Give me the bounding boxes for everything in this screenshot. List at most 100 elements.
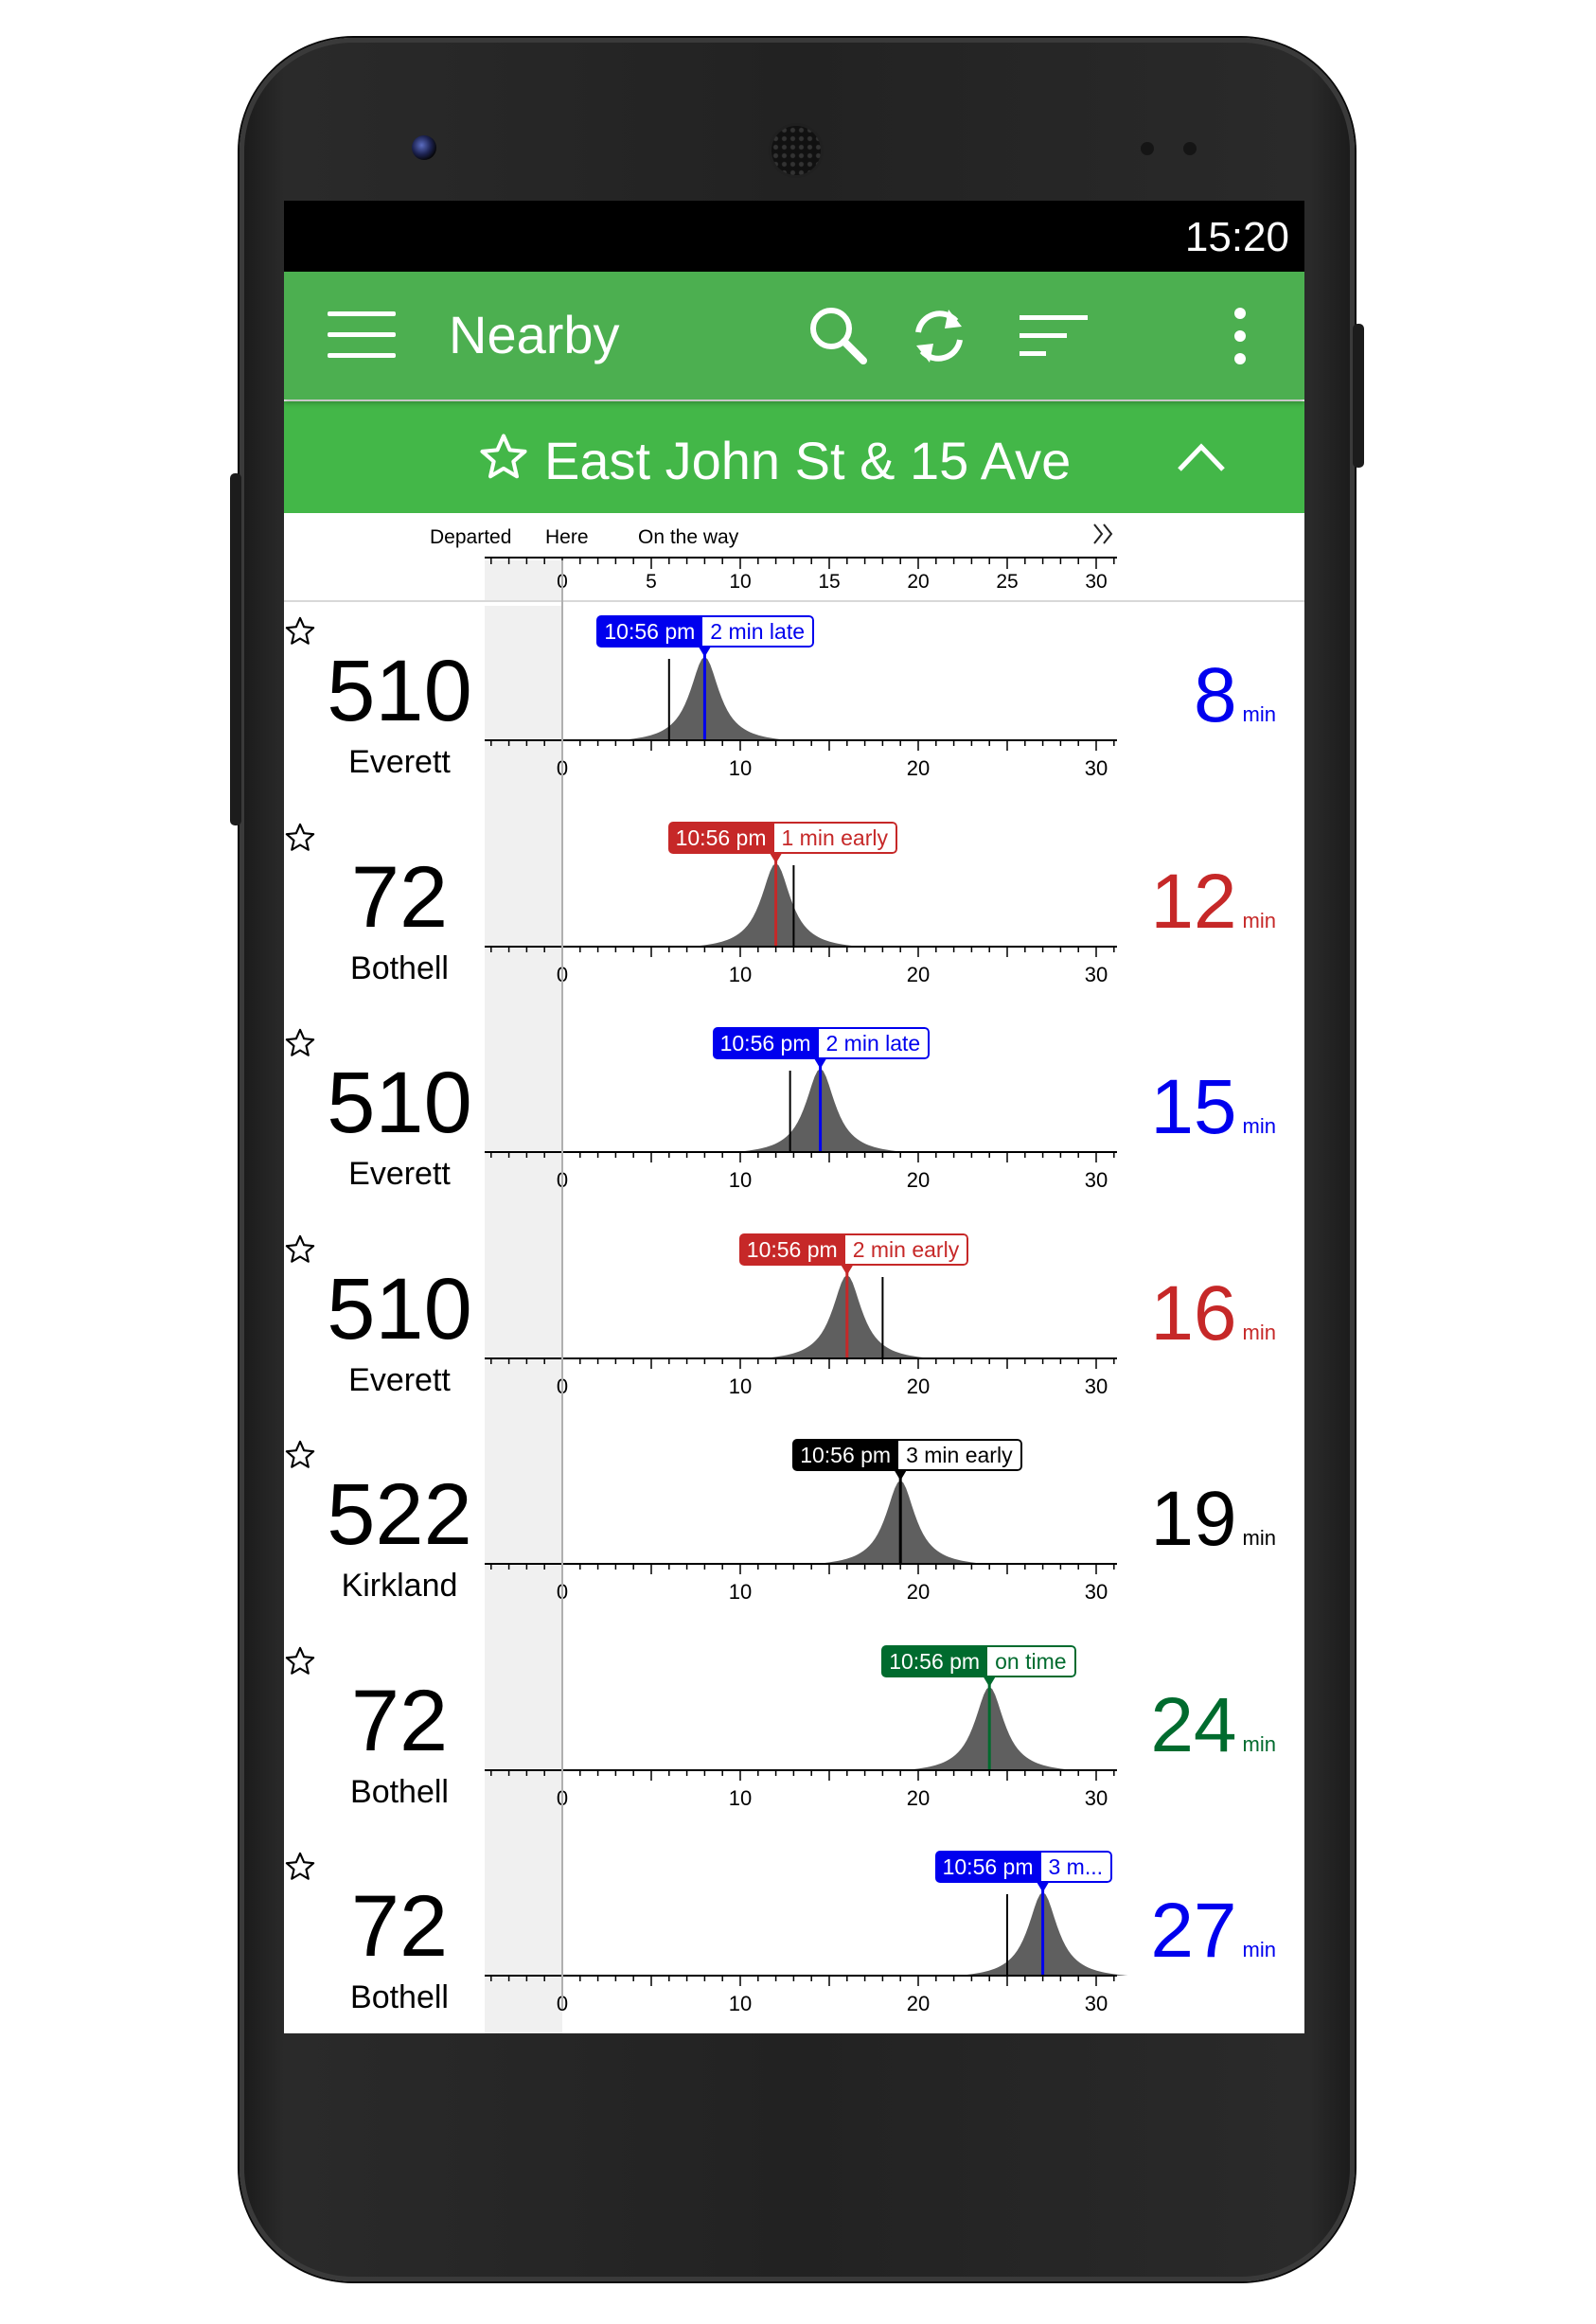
axis-tick-label: 30 <box>1085 571 1107 593</box>
star-outline-icon[interactable] <box>478 432 529 483</box>
route-destination: Bothell <box>350 1773 449 1810</box>
star-outline-icon[interactable] <box>284 1851 316 1883</box>
route-number: 510 <box>327 1055 472 1151</box>
star-outline-icon[interactable] <box>284 1645 316 1677</box>
stop-header[interactable]: East John St & 15 Ave <box>284 401 1304 513</box>
axis-tick-label: 20 <box>907 1580 930 1604</box>
eta: 16 min <box>1106 1274 1276 1353</box>
departed-zone <box>485 606 562 812</box>
menu-icon[interactable] <box>328 311 396 359</box>
axis-tick-label: 10 <box>729 1580 752 1604</box>
star-outline-icon[interactable] <box>284 615 316 648</box>
arrival-time-badge[interactable]: 10:56 pm 3 m... <box>934 1851 1113 1883</box>
departed-zone <box>485 811 562 1018</box>
arrival-time-badge[interactable]: 10:56 pm 2 min late <box>596 615 815 648</box>
route-destination: Everett <box>348 1361 451 1398</box>
axis-tick-label: 30 <box>1085 963 1108 986</box>
timeline-header: Departed Here On the way 051015202530 <box>284 513 1304 602</box>
refresh-icon[interactable] <box>903 300 975 372</box>
double-chevron-right-icon[interactable] <box>1091 521 1117 547</box>
axis-tick-label: 20 <box>907 1168 930 1192</box>
status-clock: 15:20 <box>1184 214 1289 260</box>
axis-tick-label: 20 <box>907 1786 930 1810</box>
badge-deviation: 3 min early <box>898 1439 1022 1471</box>
eta-unit: min <box>1242 1938 1276 1961</box>
axis-tick-label: 10 <box>729 1375 752 1398</box>
eta-minutes: 19 <box>1150 1476 1237 1562</box>
on-the-way-label: On the way <box>638 526 739 548</box>
eta: 27 min <box>1106 1892 1276 1970</box>
arrival-distribution-chart: 0102030 <box>485 1676 1117 1810</box>
arrival-time-badge[interactable]: 10:56 pm 1 min early <box>667 821 897 854</box>
badge-deviation: 3 m... <box>1040 1851 1113 1883</box>
route-destination: Bothell <box>350 949 449 986</box>
arrival-time-badge[interactable]: 10:56 pm on time <box>881 1644 1076 1677</box>
star-outline-icon[interactable] <box>284 1439 316 1471</box>
departed-zone <box>485 560 562 600</box>
eta-minutes: 16 <box>1150 1269 1237 1357</box>
badge-deviation: on time <box>987 1644 1076 1677</box>
route-number: 72 <box>350 1672 449 1769</box>
departed-zone <box>485 1635 562 1841</box>
arrival-time-badge[interactable]: 10:56 pm 3 min early <box>792 1439 1022 1471</box>
header-axis: 051015202530 <box>485 557 1117 593</box>
volume-button <box>230 473 241 825</box>
light-sensor <box>1183 142 1197 155</box>
eta: 15 min <box>1106 1069 1276 1146</box>
eta: 8 min <box>1106 657 1276 735</box>
eta-minutes: 12 <box>1150 858 1237 945</box>
eta-minutes: 27 <box>1150 1888 1237 1974</box>
star-outline-icon[interactable] <box>284 1233 316 1266</box>
badge-deviation: 1 min early <box>773 821 897 854</box>
eta-minutes: 15 <box>1150 1064 1237 1150</box>
departed-zone <box>485 1223 562 1429</box>
axis-tick-label: 20 <box>907 963 930 986</box>
star-outline-icon[interactable] <box>284 1027 316 1059</box>
axis-tick-label: 30 <box>1085 756 1108 780</box>
route-destination: Bothell <box>350 1979 449 2015</box>
axis-tick-label: 10 <box>729 571 751 593</box>
badge-time: 10:56 pm <box>667 821 774 854</box>
eta: 19 min <box>1106 1481 1276 1558</box>
star-outline-icon[interactable] <box>284 822 316 854</box>
axis-tick-label: 15 <box>818 571 840 593</box>
arrival-distribution-chart: 0102030 <box>485 1883 1128 2015</box>
departed-zone <box>485 1018 562 1224</box>
chevron-up-icon[interactable] <box>1174 430 1229 485</box>
proximity-sensor <box>1141 142 1154 155</box>
axis-tick-label: 20 <box>907 1375 930 1398</box>
arrival-time-badge[interactable]: 10:56 pm 2 min late <box>712 1027 931 1059</box>
status-bar: 15:20 <box>284 201 1304 272</box>
axis-tick-label: 10 <box>729 963 752 986</box>
search-icon[interactable] <box>803 300 875 372</box>
eta-unit: min <box>1242 1114 1276 1138</box>
sort-icon[interactable] <box>1018 300 1090 372</box>
arrival-distribution-chart: 0102030 <box>485 853 1117 986</box>
overflow-menu-icon[interactable] <box>1204 300 1276 372</box>
eta-minutes: 8 <box>1193 652 1237 738</box>
route-number: 510 <box>327 1260 472 1357</box>
axis-tick-label: 30 <box>1085 1786 1108 1810</box>
badge-time: 10:56 pm <box>934 1851 1041 1883</box>
arrival-time-badge[interactable]: 10:56 pm 2 min early <box>738 1233 969 1266</box>
axis-tick-label: 30 <box>1085 1375 1108 1398</box>
badge-pointer <box>1037 1883 1049 1892</box>
route-number: 510 <box>327 643 472 739</box>
front-camera <box>412 135 436 160</box>
axis-tick-label: 10 <box>729 756 752 780</box>
route-destination: Everett <box>348 744 451 780</box>
axis-tick-label: 20 <box>907 571 929 593</box>
axis-tick-label: 20 <box>907 1992 930 2015</box>
badge-pointer <box>895 1471 907 1481</box>
badge-deviation: 2 min late <box>702 615 815 648</box>
stop-name: East John St & 15 Ave <box>544 431 1072 490</box>
route-destination: Everett <box>348 1156 451 1192</box>
badge-pointer <box>814 1059 826 1069</box>
